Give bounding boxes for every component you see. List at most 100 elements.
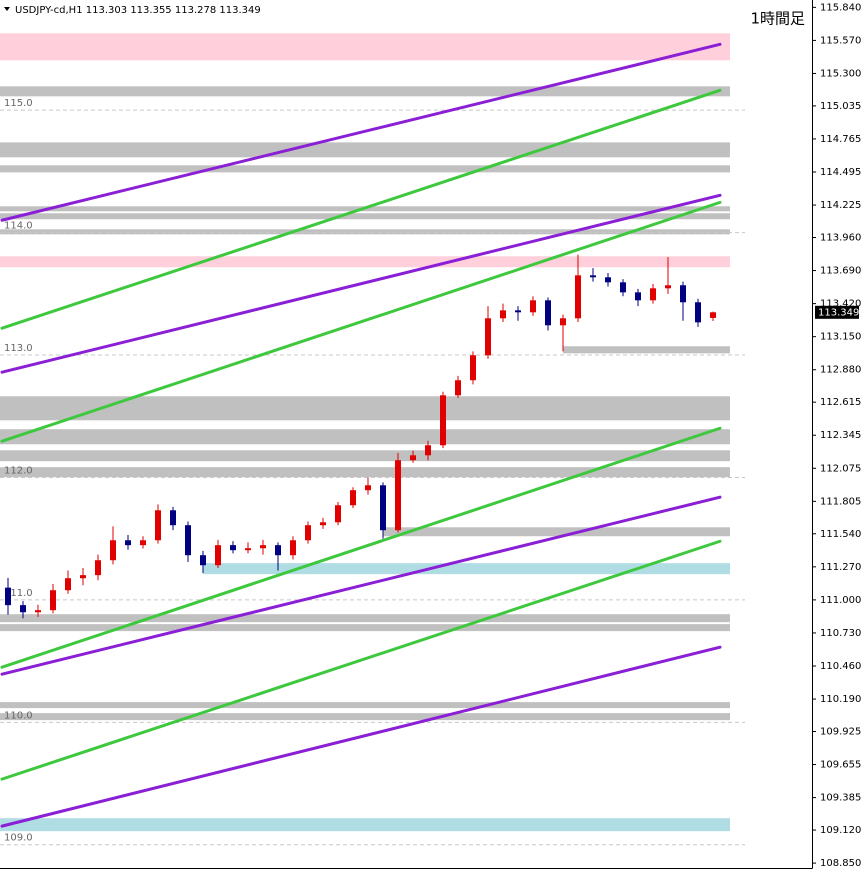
candle-body bbox=[485, 318, 491, 356]
candle-body bbox=[515, 310, 521, 313]
y-tick-label: 113.150 bbox=[820, 332, 861, 343]
y-tick-label: 109.655 bbox=[820, 760, 861, 771]
candle-body bbox=[455, 380, 461, 396]
y-tick-label: 109.385 bbox=[820, 793, 861, 804]
y-tick-label: 110.730 bbox=[820, 628, 861, 639]
candle-body bbox=[530, 300, 536, 313]
candle-body bbox=[65, 578, 71, 591]
candle-body bbox=[290, 540, 296, 556]
y-tick-label: 112.345 bbox=[820, 430, 861, 441]
y-tick-label: 110.190 bbox=[820, 694, 861, 705]
candle-body bbox=[635, 292, 641, 301]
candle-body bbox=[110, 540, 116, 561]
candle-body bbox=[665, 285, 671, 289]
ohlc-open: 113.303 bbox=[86, 5, 127, 16]
candle-body bbox=[230, 545, 236, 551]
y-tick-label: 112.075 bbox=[820, 463, 861, 474]
zone bbox=[0, 624, 730, 632]
level-label: 112.0 bbox=[4, 465, 33, 476]
zone bbox=[0, 256, 730, 268]
ohlc-low: 113.278 bbox=[175, 5, 216, 16]
trendline bbox=[0, 193, 722, 374]
candle-body bbox=[35, 610, 41, 613]
symbol: USDJPY-cd,H1 bbox=[15, 5, 83, 16]
candle-body bbox=[350, 490, 356, 506]
candles bbox=[5, 254, 716, 619]
trendline bbox=[0, 539, 722, 781]
trendline bbox=[0, 88, 722, 330]
y-tick-label: 115.570 bbox=[820, 35, 861, 46]
y-tick-label: 111.540 bbox=[820, 529, 861, 540]
candle-body bbox=[365, 485, 371, 491]
candle-body bbox=[425, 445, 431, 456]
level-label: 110.0 bbox=[4, 710, 33, 721]
candle-body bbox=[50, 590, 56, 611]
ohlc-close: 113.349 bbox=[219, 5, 260, 16]
current-price-label: 113.349 bbox=[818, 307, 859, 318]
zone bbox=[0, 142, 730, 158]
candle-body bbox=[590, 275, 596, 278]
candle-body bbox=[125, 540, 131, 546]
zone bbox=[203, 563, 730, 575]
y-tick-label: 111.000 bbox=[820, 595, 861, 606]
zone bbox=[0, 165, 730, 173]
y-tick-label: 114.225 bbox=[820, 200, 861, 211]
candle-body bbox=[710, 312, 716, 318]
candle-body bbox=[80, 575, 86, 579]
y-tick-label: 113.420 bbox=[820, 299, 861, 310]
candle-body bbox=[140, 540, 146, 546]
candle-body bbox=[395, 460, 401, 531]
zone bbox=[0, 213, 730, 220]
candle-body bbox=[470, 355, 476, 381]
y-tick-label: 111.805 bbox=[820, 496, 861, 507]
zone bbox=[0, 702, 730, 709]
y-tick-label: 111.270 bbox=[820, 562, 861, 573]
candle-body bbox=[215, 545, 221, 566]
zone bbox=[0, 467, 730, 478]
y-tick-label: 108.850 bbox=[820, 858, 861, 869]
candle-body bbox=[275, 545, 281, 556]
zone bbox=[563, 346, 730, 354]
menu-arrow[interactable] bbox=[4, 7, 10, 11]
candle-body bbox=[320, 522, 326, 526]
candle-body bbox=[695, 302, 701, 323]
y-tick-label: 110.460 bbox=[820, 661, 861, 672]
y-tick-label: 115.300 bbox=[820, 68, 861, 79]
candle-body bbox=[5, 587, 11, 606]
y-tick-label: 113.960 bbox=[820, 233, 861, 244]
current-price-box bbox=[815, 305, 859, 319]
zone bbox=[0, 396, 730, 421]
zone bbox=[0, 818, 730, 832]
zone bbox=[383, 527, 730, 537]
candle-body bbox=[245, 548, 251, 551]
candle-body bbox=[680, 285, 686, 303]
levels: 115.0 114.0 113.0 112.0 111.0 110.0 109.0 bbox=[0, 98, 745, 846]
timeframe-note: 1時間足 bbox=[750, 10, 805, 28]
candle-body bbox=[620, 282, 626, 293]
level-label: 111.0 bbox=[4, 588, 33, 599]
candle-body bbox=[185, 525, 191, 556]
candle-body bbox=[440, 395, 446, 446]
candle-body bbox=[380, 485, 386, 531]
header: USDJPY-cd,H1 113.303 113.355 113.278 113… bbox=[15, 5, 261, 16]
y-tick-label: 114.765 bbox=[820, 134, 861, 145]
candle-body bbox=[260, 545, 266, 549]
candle-body bbox=[500, 310, 506, 319]
trendline bbox=[0, 495, 722, 676]
trendline bbox=[0, 200, 722, 443]
y-tick-label: 112.880 bbox=[820, 365, 861, 376]
zone bbox=[0, 713, 730, 721]
trendline bbox=[0, 42, 722, 222]
candle-body bbox=[95, 560, 101, 576]
candle-body bbox=[605, 277, 611, 283]
zone bbox=[0, 614, 730, 623]
zone bbox=[0, 33, 730, 61]
candle-body bbox=[200, 555, 206, 566]
ohlc-high: 113.355 bbox=[130, 5, 171, 16]
candle-body bbox=[410, 455, 416, 461]
candle-body bbox=[560, 318, 566, 326]
candle-body bbox=[650, 288, 656, 301]
level-label: 115.0 bbox=[4, 98, 33, 109]
candle-body bbox=[155, 510, 161, 541]
